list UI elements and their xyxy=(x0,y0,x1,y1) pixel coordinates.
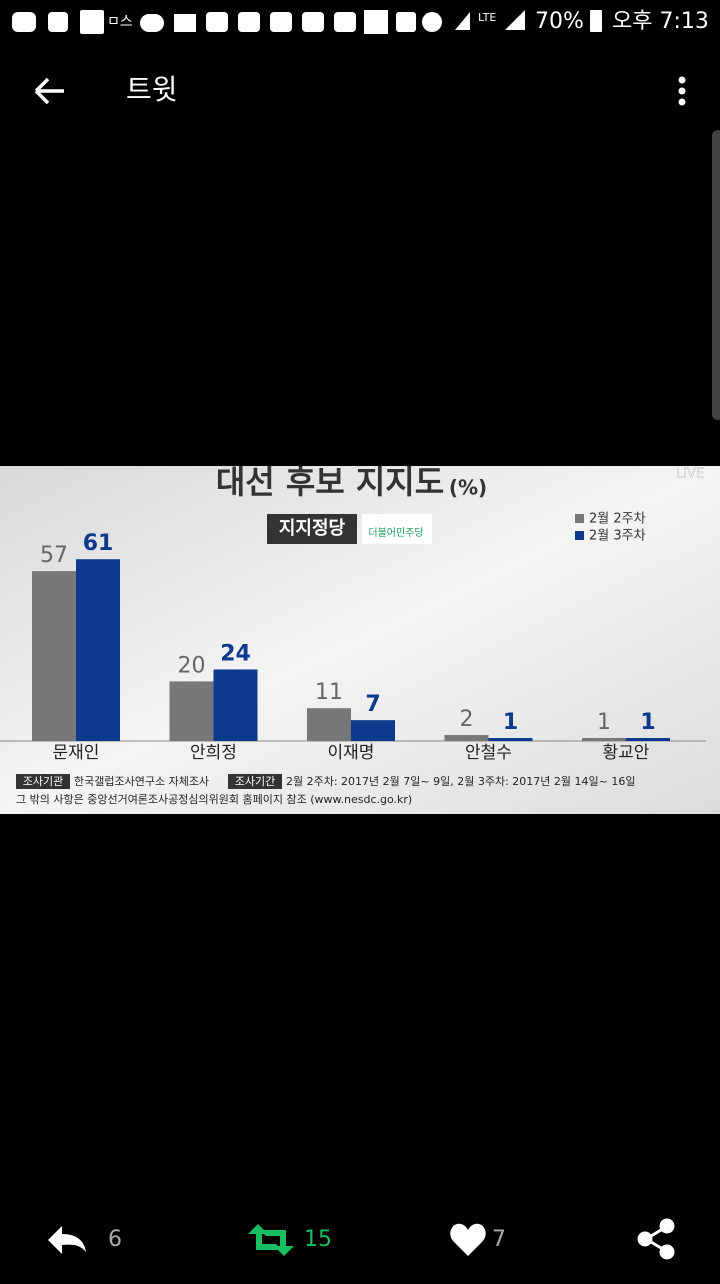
x-tick-label: 황교안 xyxy=(603,743,650,763)
value-label: 61 xyxy=(83,531,114,556)
reply-count: 6 xyxy=(108,1227,122,1252)
bar xyxy=(213,669,258,741)
menu-button[interactable] xyxy=(678,76,686,106)
scroll-edge xyxy=(712,130,720,420)
value-label: 1 xyxy=(640,710,655,735)
x-tick-label: 이재명 xyxy=(328,743,375,763)
retweet-button[interactable] xyxy=(248,1224,294,1256)
label-box xyxy=(228,774,282,789)
bar xyxy=(488,738,533,741)
like-button[interactable] xyxy=(450,1223,486,1256)
badge-box xyxy=(267,514,357,544)
value-label: 11 xyxy=(315,680,343,705)
reply-button[interactable] xyxy=(48,1226,86,1254)
label-box xyxy=(16,774,70,789)
value-label: 1 xyxy=(503,710,518,735)
legend-swatch xyxy=(575,531,584,540)
network: LTE xyxy=(478,11,496,24)
battery: 70% xyxy=(535,9,584,34)
bar xyxy=(444,735,489,741)
legend-swatch xyxy=(575,514,584,523)
footnote-label: 조사기관 xyxy=(23,775,63,788)
share-button[interactable] xyxy=(637,1218,675,1260)
value-label: 2 xyxy=(460,707,474,732)
bar xyxy=(307,708,351,741)
bar xyxy=(351,720,395,741)
app-title: 트윗 xyxy=(126,73,178,106)
value-label: 24 xyxy=(220,641,251,666)
party: 더불어민주당 xyxy=(368,527,423,539)
chart-unit: (%) xyxy=(449,476,487,500)
legend-label: 2월 2주차 xyxy=(589,512,646,527)
legend-label: 2월 3주차 xyxy=(589,529,646,544)
back-button[interactable] xyxy=(34,77,64,105)
badge: 지지정당 xyxy=(279,518,346,539)
x-tick-label: 문재인 xyxy=(53,743,100,763)
value-label: 20 xyxy=(178,653,206,678)
bar xyxy=(32,571,76,741)
footnote: 2월 2주차: 2017년 2월 7일~ 9일, 2월 3주차: 2017년 2… xyxy=(286,774,635,788)
x-tick-label: 안희정 xyxy=(190,743,237,763)
chart: 대선 후보 지지도 (%) LIVE 지지정당 더불어민주당 조사기관 한국갤럽… xyxy=(0,463,720,814)
time: 오후 7:13 xyxy=(612,9,709,34)
footnote-label: 조사기간 xyxy=(235,775,275,788)
retweet-count: 15 xyxy=(304,1227,332,1252)
x-tick-label: 안철수 xyxy=(465,743,512,763)
party-box xyxy=(362,514,432,544)
like-count: 7 xyxy=(492,1227,506,1252)
status-icons xyxy=(12,10,602,34)
value-label: 7 xyxy=(365,692,380,717)
status-text: ㅁ스 xyxy=(107,14,133,30)
chart-title: 대선 후보 지지도 xyxy=(216,463,444,501)
footnote: 그 밖의 사항은 중앙선거여론조사공정심의위원회 홈페이지 참조 (www.ne… xyxy=(16,792,412,806)
bar xyxy=(582,738,626,741)
value-label: 1 xyxy=(597,710,611,735)
bar xyxy=(626,738,670,741)
value-label: 57 xyxy=(40,543,68,568)
bar xyxy=(76,559,120,741)
live-mark: LIVE xyxy=(676,467,704,482)
footnote: 한국갤럽조사연구소 자체조사 xyxy=(74,774,209,788)
bar xyxy=(169,681,214,741)
